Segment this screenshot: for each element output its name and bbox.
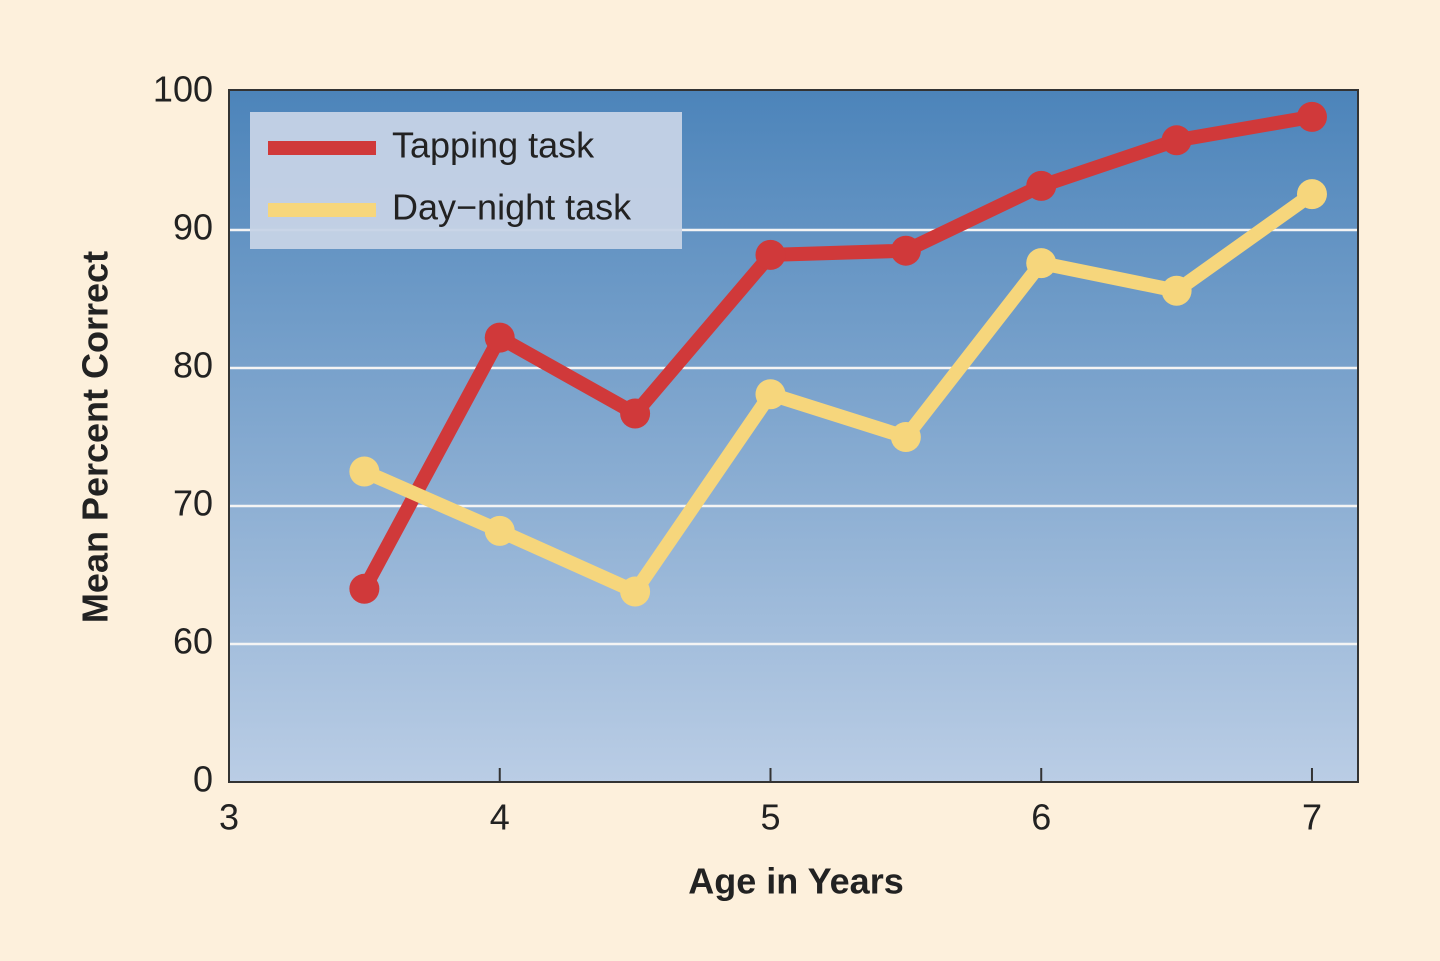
point: [484, 322, 515, 353]
legend-box: [250, 112, 682, 249]
point: [484, 515, 515, 546]
x-tick-label: 6: [1031, 797, 1051, 838]
y-tick-label: 70: [173, 483, 213, 524]
legend: Tapping task Day−night task: [250, 112, 682, 249]
y-tick-label: 100: [153, 69, 213, 110]
point: [1161, 125, 1192, 156]
x-axis-title: Age in Years: [688, 861, 903, 902]
y-axis-title: Mean Percent Correct: [75, 251, 116, 623]
point: [349, 456, 380, 487]
point: [1026, 248, 1057, 279]
point: [1296, 179, 1327, 210]
y-tick-label: 80: [173, 345, 213, 386]
legend-label: Day−night task: [392, 187, 632, 228]
point: [1026, 170, 1057, 201]
x-tick-label: 5: [760, 797, 780, 838]
x-tick-label: 7: [1302, 797, 1322, 838]
point: [755, 239, 786, 270]
point: [620, 398, 651, 429]
line: [358, 109, 1314, 593]
y-tick-label: 90: [173, 207, 213, 248]
x-tick-label: 4: [490, 797, 510, 838]
point: [1296, 101, 1327, 132]
point: [349, 573, 380, 604]
y-tick-label: 0: [193, 759, 213, 800]
point: [890, 235, 921, 266]
legend-label: Tapping task: [392, 125, 595, 166]
x-tick-label: 3: [219, 797, 239, 838]
point: [1161, 275, 1192, 306]
line: [361, 188, 1317, 599]
point: [620, 576, 651, 607]
point: [890, 422, 921, 452]
y-tick-label: 60: [173, 621, 213, 662]
point: [755, 379, 786, 410]
